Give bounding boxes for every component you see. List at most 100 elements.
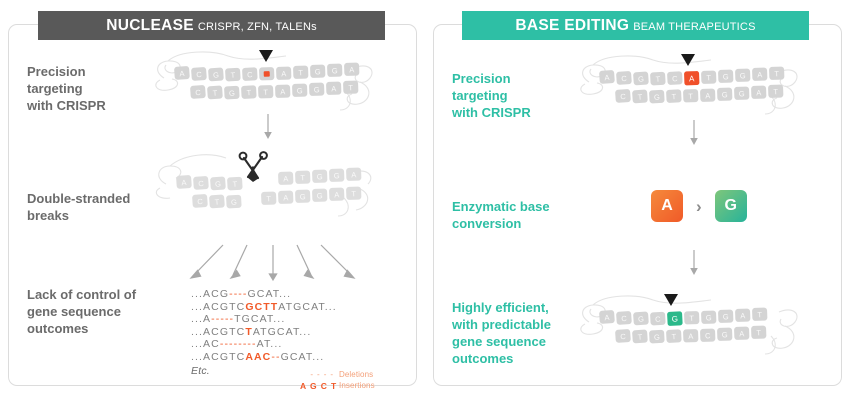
sequence-row: ...A-----TGCAT... <box>191 313 286 326</box>
svg-text:T: T <box>214 197 220 206</box>
svg-text:A: A <box>283 174 288 183</box>
dna-helix-break-nuclease: A C G T C T G A T G G A T A G G A T <box>150 150 380 233</box>
conversion-arrow-icon: › <box>696 196 702 216</box>
svg-text:T: T <box>351 189 356 198</box>
svg-text:A: A <box>351 170 356 179</box>
svg-text:C: C <box>196 70 203 79</box>
sequence-row: ...AC--------AT... <box>191 338 283 351</box>
sequence-row: ...ACG----GCAT... <box>191 288 292 300</box>
svg-text:A: A <box>334 190 339 199</box>
svg-text:T: T <box>757 310 762 319</box>
base-editing-panel-header: BASE EDITING BEAM THERAPEUTICS <box>462 11 809 40</box>
svg-text:A: A <box>740 311 745 320</box>
legend-row-insertions: A G C T Insertions <box>300 381 375 392</box>
svg-text:A: A <box>689 74 695 83</box>
svg-text:G: G <box>654 93 660 102</box>
dna-right-fragment: A T G G A T A G G A T <box>261 167 362 205</box>
nuclease-subtitle: CRISPR, ZFN, TALENs <box>197 21 317 33</box>
svg-text:C: C <box>655 315 661 324</box>
svg-text:T: T <box>756 328 761 337</box>
svg-text:G: G <box>297 86 303 95</box>
svg-text:A: A <box>283 193 288 202</box>
svg-text:A: A <box>331 84 336 93</box>
dna-helix-targeting-base-editing: A C G T C A T G G A T C T G T T A G G <box>575 52 805 127</box>
svg-text:G: G <box>215 179 222 188</box>
dna-bottom-strand: C T G T A C G A T <box>615 325 767 344</box>
svg-text:T: T <box>263 88 268 97</box>
svg-text:G: G <box>229 89 235 98</box>
svg-text:C: C <box>621 314 628 323</box>
svg-text:G: G <box>317 191 323 200</box>
sequence-row: ...ACGTCGCTTATGCAT... <box>191 300 337 313</box>
svg-text:A: A <box>739 329 744 338</box>
svg-text:G: G <box>231 198 237 207</box>
legend-row-deletions: - - - - Deletions <box>300 370 375 381</box>
outcome-fan-arrows <box>185 243 375 290</box>
sequence-row: ...ACGTCTATGCAT... <box>191 325 312 338</box>
svg-text:T: T <box>266 194 271 203</box>
svg-text:G: G <box>315 67 321 76</box>
nuclease-step-1-label: Precision targeting with CRISPR <box>27 64 106 113</box>
dna-helix-targeting-nuclease: A C G T C A T G G A C T G T T A G <box>150 48 380 123</box>
svg-text:T: T <box>655 75 660 84</box>
svg-text:G: G <box>722 330 728 339</box>
dna-top-strand: A C G T C A T G G A T <box>599 66 785 86</box>
svg-text:C: C <box>195 88 202 97</box>
svg-text:C: C <box>247 70 253 79</box>
svg-text:G: G <box>723 312 729 321</box>
svg-text:A: A <box>280 87 285 96</box>
dna-top-strand: A C G C G T G G A T <box>599 307 768 326</box>
svg-text:T: T <box>671 332 676 341</box>
svg-text:G: G <box>672 314 679 323</box>
base-conversion-graphic: A › G <box>651 190 747 222</box>
legend-key-insertions: A G C T <box>300 380 338 391</box>
svg-text:G: G <box>723 72 729 81</box>
svg-text:C: C <box>705 331 711 340</box>
base-tile-from: A <box>651 190 683 222</box>
stage-arrow-base-editing-1 <box>688 120 700 151</box>
svg-text:T: T <box>706 73 711 82</box>
svg-text:G: G <box>722 90 728 99</box>
svg-text:T: T <box>232 180 237 189</box>
base-editing-subtitle: BEAM THERAPEUTICS <box>633 21 756 33</box>
nuclease-title: NUCLEASE <box>106 17 194 34</box>
svg-text:T: T <box>298 68 303 77</box>
svg-text:A: A <box>688 332 693 341</box>
svg-text:T: T <box>348 83 353 92</box>
svg-text:G: G <box>213 70 220 79</box>
svg-text:T: T <box>774 69 779 78</box>
dna-highlight-base-nuclease <box>259 67 275 81</box>
scissors-icon <box>238 151 268 182</box>
svg-text:C: C <box>198 179 205 188</box>
svg-text:A: A <box>604 73 610 82</box>
svg-text:T: T <box>637 332 643 341</box>
svg-text:A: A <box>179 69 185 78</box>
sequence-row: ...ACGTCAAC--GCAT... <box>191 350 325 363</box>
svg-text:T: T <box>212 88 218 97</box>
svg-text:T: T <box>773 87 778 96</box>
stage-arrow-nuclease-1 <box>262 114 274 145</box>
dna-top-strand: A C G T C A T G G A <box>174 62 360 82</box>
sequence-legend: - - - - Deletions A G C T Insertions <box>300 370 375 391</box>
svg-text:G: G <box>317 172 323 181</box>
stage-arrow-base-editing-2 <box>688 250 700 281</box>
svg-text:C: C <box>621 74 628 83</box>
svg-text:G: G <box>638 314 645 323</box>
dna-bottom-strand: C T G T T A G G A T <box>190 80 359 100</box>
legend-label-insertions: Insertions <box>339 380 375 390</box>
svg-text:G: G <box>638 74 645 83</box>
svg-text:C: C <box>620 92 627 101</box>
svg-text:G: G <box>314 85 320 94</box>
svg-text:G: G <box>740 71 746 80</box>
dna-helix-edited-base-editing: A C G C G T G G A T C T G T A C G A T <box>575 288 805 371</box>
svg-text:G: G <box>334 171 340 180</box>
svg-text:G: G <box>654 333 660 342</box>
sequence-etc-label: Etc. <box>191 364 210 377</box>
svg-text:A: A <box>349 65 354 74</box>
outcome-sequence-list: ...ACG----GCAT... ...ACGTCGCTTATGCAT... … <box>191 288 337 377</box>
nuclease-step-2-label: Double-stranded breaks <box>27 191 131 223</box>
base-editing-title: BASE EDITING <box>515 17 630 34</box>
target-marker-icon <box>259 50 273 62</box>
svg-text:C: C <box>620 332 627 341</box>
